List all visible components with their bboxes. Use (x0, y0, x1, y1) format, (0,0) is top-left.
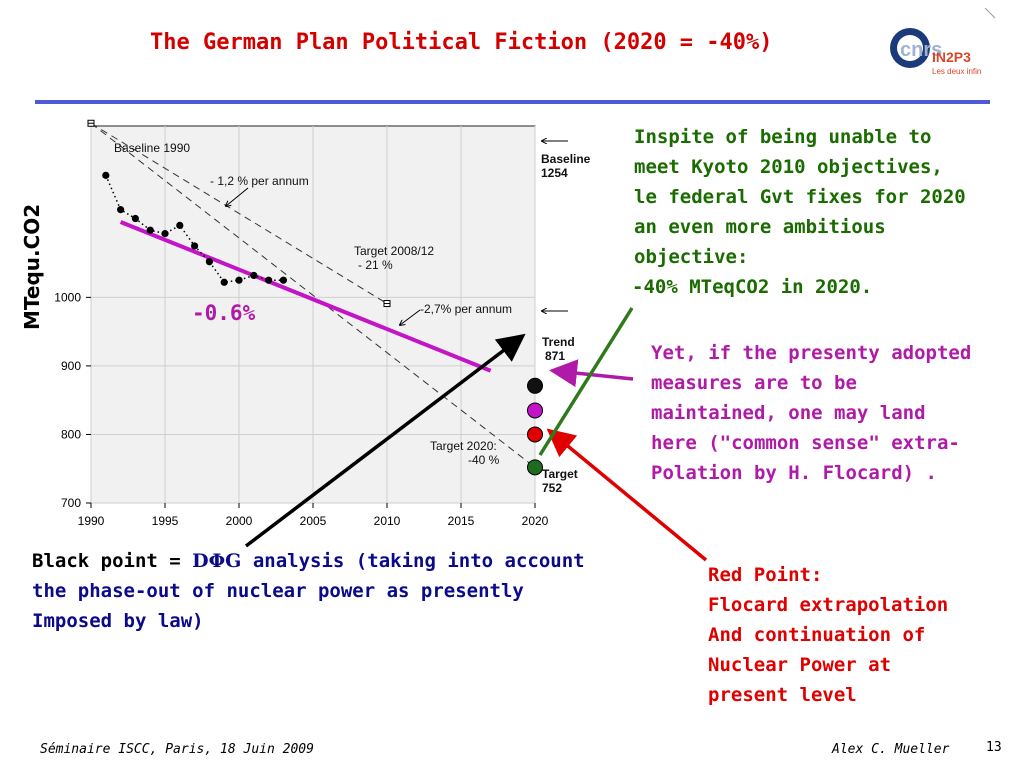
x-tick-label: 2005 (300, 514, 327, 528)
black-point-line: Imposed by law) (32, 610, 204, 632)
black-point-rest: analysis (taking into account (241, 550, 585, 572)
data-connector-line (105, 175, 284, 284)
measures-line: maintained, one may land (651, 402, 926, 424)
kyoto-explanation: Inspite of being unable to meet Kyoto 20… (632, 122, 966, 302)
red-point-line: Flocard extrapolation (708, 594, 949, 616)
measures-point (527, 402, 543, 419)
data-point (117, 206, 125, 214)
black-point-line: Black point = DΦG analysis (taking into … (32, 546, 585, 576)
title-divider (35, 100, 990, 104)
red-point-line: Red Point: (708, 564, 823, 586)
measures-line: measures are to be (651, 372, 857, 394)
data-point (176, 221, 184, 229)
data-point (191, 242, 199, 250)
kyoto-line: meet Kyoto 2010 objectives, (634, 156, 943, 178)
x-tick-label: 2010 (374, 514, 401, 528)
annotation-trend-value: 871 (545, 349, 565, 363)
kyoto-line: -40% MTeqCO2 in 2020. (632, 276, 873, 298)
measures-explanation: Yet, if the presenty adopted measures ar… (651, 338, 971, 488)
annotation-target-2020: Target 2020: (430, 439, 497, 453)
slide-title: The German Plan Political Fiction (2020 … (150, 30, 773, 55)
data-point (235, 276, 243, 284)
annotation-2.7-arrow (400, 309, 421, 325)
svg-text:IN2P3: IN2P3 (932, 49, 971, 65)
magenta-point-arrow (549, 359, 634, 388)
line-2.7-percent-path (90, 122, 536, 468)
data-point (205, 258, 213, 266)
green-point-line (538, 307, 634, 456)
x-tick-label: 2015 (448, 514, 475, 528)
x-tick-label: 2020 (522, 514, 549, 528)
measures-line: Yet, if the presenty adopted (651, 342, 972, 364)
cnrs-logo: cnrs IN2P3 Les deux infinis (890, 28, 982, 76)
annotation-2.7-percent: -2,7% per annum (420, 302, 512, 316)
annotation-baseline-value: 1254 (541, 166, 568, 180)
y-axis-label: MTequ.CO2 (20, 203, 44, 330)
trend-line (119, 220, 492, 373)
black-point-explanation: Black point = DΦG analysis (taking into … (32, 546, 585, 636)
red-point-explanation: Red Point: Flocard extrapolation And con… (708, 560, 948, 710)
svg-text:cnrs: cnrs (900, 39, 942, 61)
kyoto-line: objective: (634, 246, 749, 268)
trend-percent-label: -0.6% (192, 301, 256, 325)
annotation-target: Target (542, 467, 578, 481)
y-tick-label: 900 (61, 359, 81, 373)
annotation-1.2-percent: - 1,2 % per annum (210, 174, 309, 188)
baseline-marker (87, 119, 95, 127)
x-tick-label: 1990 (78, 514, 105, 528)
data-point (220, 278, 228, 286)
red-point-line: Nuclear Power at (708, 654, 892, 676)
x-tick-label: 1995 (152, 514, 179, 528)
footer-seminar: Séminaire ISCC, Paris, 18 Juin 2009 (40, 742, 314, 757)
target-point (527, 459, 543, 476)
annotation-target-2008: Target 2008/12 (354, 244, 434, 258)
annotation-1.2-arrow (226, 187, 249, 206)
line-1.2-percent-path (90, 122, 388, 304)
red-point-line: present level (708, 684, 857, 706)
kyoto-line: an even more ambitious (634, 216, 886, 238)
data-point (131, 214, 139, 223)
measures-line: here ("common sense" extra- (651, 432, 960, 454)
kyoto-line: le federal Gvt fixes for 2020 (634, 186, 966, 208)
annotation-target-value: 752 (542, 481, 562, 495)
red-point-line: And continuation of (708, 624, 926, 646)
footer-author: Alex C. Mueller (832, 742, 950, 757)
target-2008-marker (383, 300, 391, 308)
annotation-minus-21: - 21 % (358, 258, 393, 272)
y-tick-label: 700 (61, 496, 81, 510)
measures-line: Polation by H. Flocard) . (651, 462, 937, 484)
y-tick-label: 1000 (54, 290, 81, 304)
annotation-trend: Trend (542, 335, 575, 349)
data-point (102, 171, 110, 179)
corner-slash-icon (984, 7, 996, 19)
annotation-baseline-1990: Baseline 1990 (114, 141, 190, 155)
flocard-point (527, 426, 543, 443)
black-point-lead: Black point = (32, 550, 193, 572)
black-point-arrow (244, 333, 526, 548)
data-point (146, 226, 154, 234)
page-number: 13 (986, 740, 1002, 755)
dphig-point (527, 377, 543, 394)
black-point-line: the phase-out of nuclear power as presen… (32, 580, 524, 602)
svg-text:Les deux infinis: Les deux infinis (932, 67, 982, 76)
data-point (161, 230, 169, 238)
x-tick-label: 2000 (226, 514, 253, 528)
data-point (250, 271, 258, 280)
dphig-label: DΦG (192, 550, 242, 572)
plot-area (90, 125, 536, 504)
data-point (265, 276, 273, 284)
kyoto-line: Inspite of being unable to (634, 126, 932, 148)
annotation-baseline: Baseline (541, 152, 591, 166)
annotation-minus-40: -40 % (468, 453, 500, 467)
data-point (279, 276, 287, 284)
y-tick-label: 800 (61, 427, 81, 441)
